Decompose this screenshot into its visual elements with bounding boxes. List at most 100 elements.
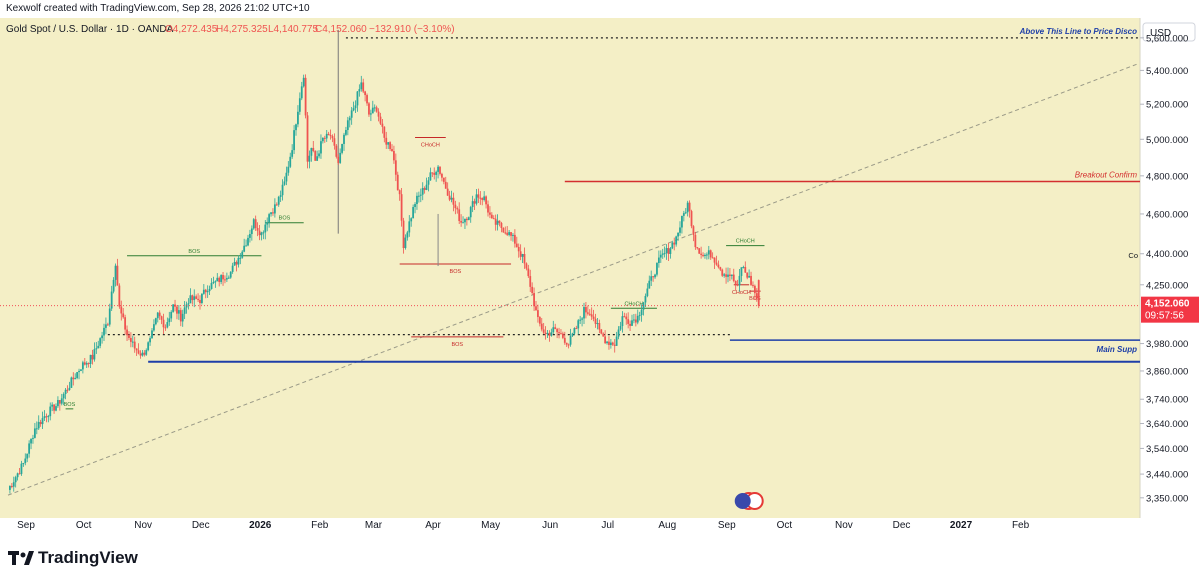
candle-body [10, 485, 13, 487]
candle-body [323, 137, 326, 139]
candle-body [371, 107, 374, 114]
currency-label: USD [1150, 28, 1171, 39]
candle-body [249, 234, 251, 238]
candle-body [552, 327, 555, 333]
candle-body [202, 289, 205, 294]
chart-area[interactable]: Gold Spot / U.S. Dollar · 1D · OANDA O4,2… [0, 18, 1200, 537]
candle-body [283, 181, 286, 185]
candle-body [437, 166, 439, 172]
candle-body [204, 289, 207, 293]
candle-body [416, 195, 418, 205]
candle-body [734, 280, 737, 285]
candle-body [47, 416, 50, 418]
y-tick-label: 3,440.000 [1146, 470, 1188, 481]
candle-body [442, 177, 445, 182]
tradingview-logo[interactable]: TradingView [8, 548, 138, 568]
candle-body [341, 143, 343, 153]
bos-marker-label: BOS [64, 402, 76, 408]
ohlc-close: C4,152.060 [315, 24, 367, 35]
candle-body [162, 319, 165, 328]
breakout-label: Breakout Confirm [1075, 170, 1138, 179]
candle-body [297, 111, 299, 125]
choch-marker-label: CHoCH [624, 301, 643, 307]
x-tick-label: Jul [601, 520, 614, 531]
currency-button[interactable] [1142, 22, 1196, 42]
candle-body [164, 327, 167, 329]
candle-body [512, 234, 514, 236]
candle-body [529, 276, 532, 287]
candle-body [33, 428, 36, 438]
candle-body [105, 324, 107, 328]
candle-body [16, 473, 19, 478]
candle-body [241, 251, 244, 258]
candle-body [9, 485, 11, 490]
candle-body [12, 482, 15, 487]
candle-body [300, 86, 303, 99]
candle-body [149, 338, 151, 343]
x-tick-label: Dec [192, 520, 210, 531]
candle-body [293, 130, 295, 151]
candle-body [128, 335, 130, 338]
candle-body [191, 295, 194, 301]
candle-body [690, 211, 693, 227]
bos-marker-label: BOS [451, 342, 463, 348]
plot-background [0, 18, 1140, 518]
candle-body [352, 108, 355, 111]
candle-body [160, 316, 163, 320]
candle-body [517, 246, 520, 252]
candle-body [14, 477, 17, 483]
candle-body [116, 265, 119, 286]
candle-body [229, 271, 232, 278]
candle-body [707, 250, 710, 255]
candle-body [345, 130, 347, 135]
price-chart[interactable]: Gold Spot / U.S. Dollar · 1D · OANDAO4,2… [0, 18, 1200, 537]
candle-body [362, 82, 365, 92]
candle-body [64, 389, 67, 395]
candle-body [250, 228, 253, 235]
candle-body [39, 421, 42, 425]
candle-body [596, 323, 599, 325]
candle-body [143, 352, 146, 355]
candle-body [640, 309, 643, 316]
candle-body [70, 377, 73, 388]
candle-body [55, 406, 57, 411]
candle-body [310, 147, 313, 156]
last-price-label: 4,152.060 [1145, 299, 1190, 310]
candle-body [721, 269, 724, 276]
candle-body [561, 333, 564, 338]
candle-body [321, 137, 324, 142]
candle-body [688, 202, 691, 212]
candle-body [43, 416, 46, 419]
candle-body [611, 342, 614, 345]
candle-body [289, 156, 292, 167]
candle-body [458, 209, 461, 221]
candle-body [358, 89, 361, 92]
candle-body [325, 133, 328, 139]
candle-body [579, 319, 582, 321]
candle-body [600, 329, 603, 334]
candle-body [656, 263, 658, 275]
candle-body [465, 218, 468, 221]
candle-body [439, 166, 441, 174]
us-flag-icon [734, 493, 751, 509]
candle-body [279, 195, 282, 197]
candle-body [473, 201, 476, 204]
candle-body [742, 266, 745, 268]
candle-body [590, 314, 593, 317]
candle-body [187, 303, 190, 305]
candle-body [266, 222, 269, 225]
candle-body [391, 149, 393, 152]
candle-body [35, 428, 38, 430]
candle-body [222, 275, 224, 280]
choch-marker-label: CHoCH [732, 290, 751, 296]
candle-body [433, 172, 436, 175]
candle-body [642, 302, 645, 310]
candle-body [654, 274, 656, 278]
candle-body [314, 150, 317, 161]
candle-body [254, 219, 257, 228]
candle-body [53, 404, 55, 411]
candle-body [746, 272, 749, 278]
candle-body [373, 107, 376, 109]
candle-body [212, 281, 215, 283]
candle-body [425, 184, 428, 190]
